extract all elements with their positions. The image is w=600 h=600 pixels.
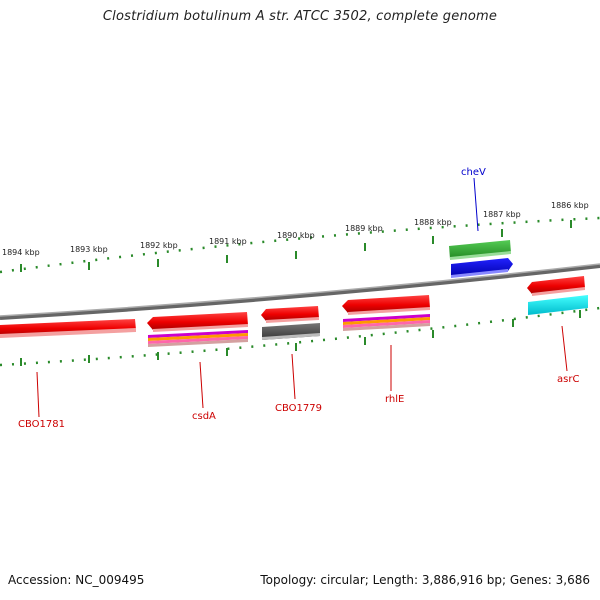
map-title: Clostridium botulinum A str. ATCC 3502, … — [102, 9, 498, 24]
gene-label-cbo1781: CBO1781 — [18, 419, 65, 430]
tick-label: 1887 kbp — [483, 210, 521, 219]
tick-label: 1893 kbp — [70, 245, 108, 254]
tick-label: 1894 kbp — [2, 248, 40, 257]
gene-label-chev: cheV — [461, 167, 486, 178]
label-connectors — [36, 177, 568, 418]
gene-labels: CBO1781 csdA CBO1779 rhlE cheV asrC — [18, 167, 579, 430]
upper-major-ticks — [20, 220, 572, 272]
gene-rhle[interactable] — [342, 295, 430, 331]
tick-label: 1889 kbp — [345, 224, 383, 233]
gene-label-rhle: rhlE — [385, 394, 404, 405]
gene-label-cbo1779: CBO1779 — [275, 403, 322, 414]
lower-major-ticks — [20, 310, 581, 366]
upper-tick-track — [0, 216, 600, 274]
gene-csda[interactable] — [147, 312, 248, 347]
accession-text: Accession: NC_009495 — [8, 573, 145, 587]
tick-labels: 1894 kbp 1893 kbp 1892 kbp 1891 kbp 1890… — [2, 201, 589, 257]
gene-cbo1779[interactable] — [261, 306, 320, 340]
tick-label: 1891 kbp — [209, 237, 247, 246]
gene-asrc[interactable] — [527, 276, 588, 315]
gene-label-asrc: asrC — [557, 374, 579, 385]
lower-tick-track — [0, 306, 600, 367]
tick-label: 1888 kbp — [414, 218, 452, 227]
tick-label: 1892 kbp — [140, 241, 178, 250]
genome-summary-text: Topology: circular; Length: 3,886,916 bp… — [260, 573, 590, 587]
gene-label-csda: csdA — [192, 411, 216, 422]
gene-cbo1781[interactable] — [0, 319, 136, 338]
tick-label: 1886 kbp — [551, 201, 589, 210]
genome-backbone — [0, 263, 600, 320]
tick-label: 1890 kbp — [277, 231, 315, 240]
gene-chev[interactable] — [449, 240, 513, 278]
